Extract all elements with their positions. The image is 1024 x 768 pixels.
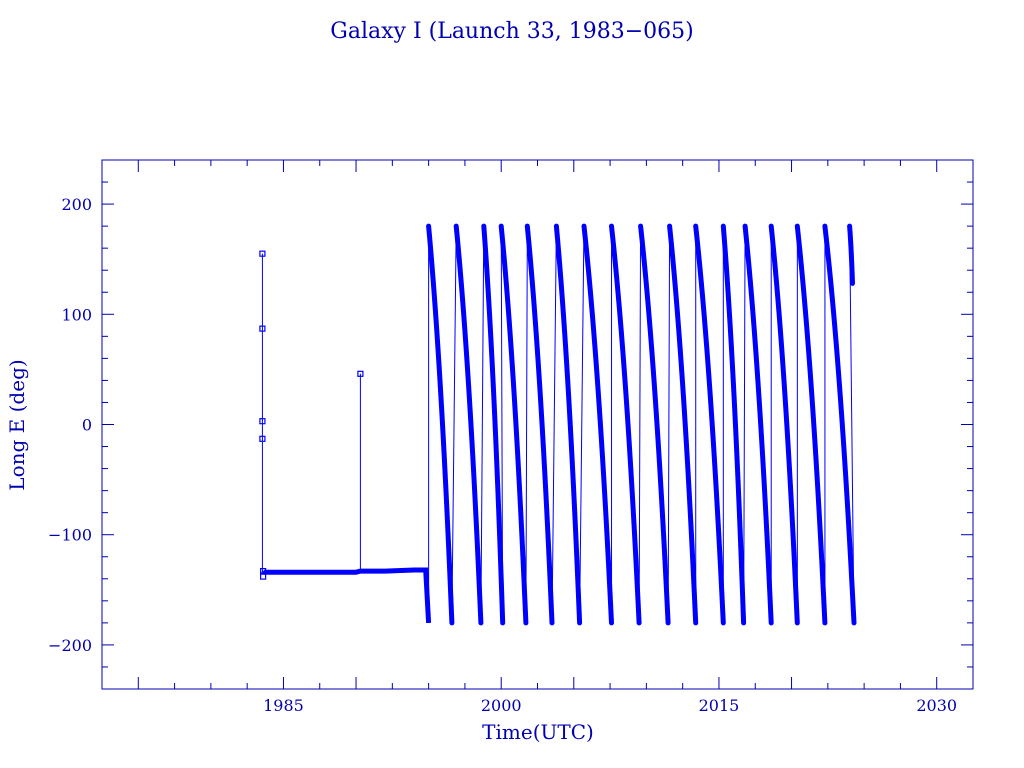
data-point [259,418,266,425]
x-tick-label: 1985 [263,696,304,715]
wrap-connector [743,226,746,623]
drift-cycle [581,223,614,626]
x-tick-label: 2015 [699,696,740,715]
y-tick-label: 0 [82,416,92,435]
data-points [259,250,364,580]
wrap-connector [480,226,485,623]
wrap-connector [451,226,457,623]
drift-cycle [667,223,699,626]
wrap-connector [849,226,855,623]
data-point [259,325,266,332]
x-tick-label: 2030 [916,696,957,715]
y-tick-label: 100 [61,305,92,324]
y-tick-label: −100 [48,526,92,545]
data-point [259,250,266,257]
drift-cycle [822,223,857,626]
drift-cycle [720,223,747,626]
x-axis-label: Time(UTC) [482,720,594,744]
wrap-connector [667,226,671,623]
drift-cycle [693,223,726,626]
x-axis: 1985 2000 2015 2030 [137,160,974,715]
series-longitude [261,223,857,626]
drift-cycle [794,223,828,626]
wrap-connector [525,226,528,623]
data-point [357,370,364,377]
data-point [259,435,266,442]
drift-cycle [524,223,555,626]
drift-cycle [553,223,583,626]
y-axis-label: Long E (deg) [5,359,29,490]
drift-cycle [768,223,800,626]
y-tick-label: 200 [61,195,92,214]
drift-cycle [847,223,855,286]
wrap-connector [638,226,642,623]
wrap-connector [551,226,557,623]
drift-cycle [742,223,774,626]
drift-cycle [609,223,642,626]
chart-title: Galaxy I (Launch 33, 1983−065) [330,19,693,44]
y-tick-label: −200 [48,636,92,655]
data-point [260,573,267,580]
drift-cycle [638,223,671,626]
drift-cycle [498,223,529,626]
drift-cycle [426,223,455,626]
wrap-connector [579,226,585,623]
drift-cycle [453,223,484,626]
drift-cycle [481,223,506,626]
x-tick-label: 2000 [481,696,522,715]
series-line [261,567,432,624]
wrap-connector [500,226,504,623]
y-axis: 200 100 0 −100 −200 [48,181,973,668]
